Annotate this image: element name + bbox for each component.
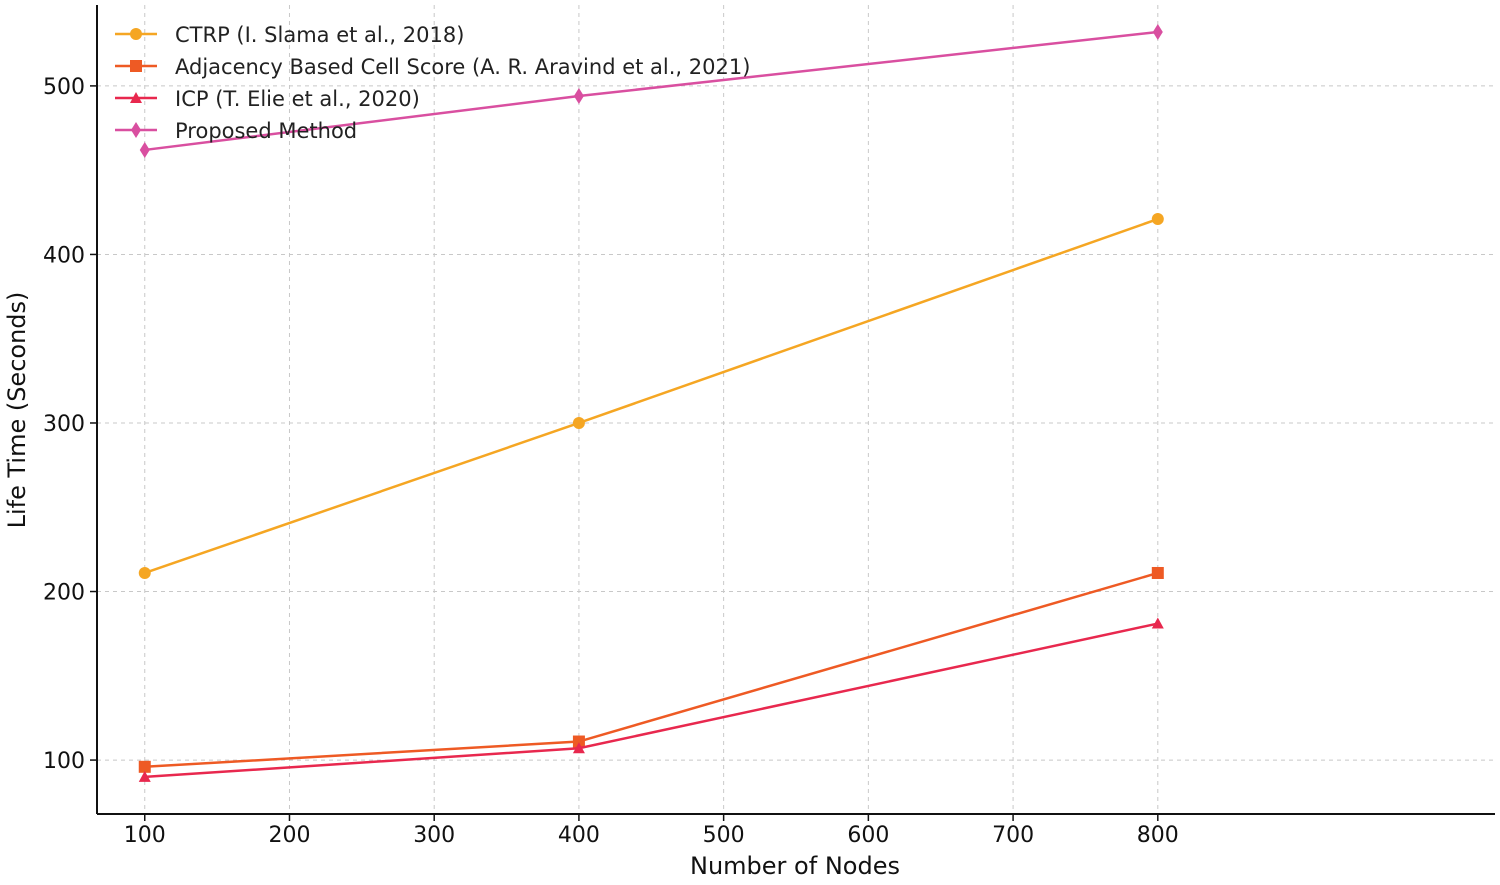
axes (96, 5, 1495, 815)
legend-marker-triangle (130, 92, 142, 103)
data-point-square (1151, 566, 1164, 579)
x-tick-label: 600 (847, 823, 889, 848)
y-tick-label: 500 (43, 75, 85, 100)
x-tick-label: 300 (413, 823, 455, 848)
legend-marker-circle (130, 28, 142, 40)
y-tick-label: 300 (43, 412, 85, 437)
series-group (138, 213, 1164, 579)
legend-label: Proposed Method (175, 119, 357, 143)
legend-label: CTRP (I. Slama et al., 2018) (175, 23, 464, 47)
legend-entry: ICP (T. Elie et al., 2020) (115, 87, 420, 111)
legend-label: ICP (T. Elie et al., 2020) (175, 87, 420, 111)
legend: CTRP (I. Slama et al., 2018) Adjacency Ba… (115, 23, 750, 143)
legend-label: Adjacency Based Cell Score (A. R. Aravin… (175, 55, 750, 79)
data-point-circle (138, 566, 151, 579)
legend-entry: Adjacency Based Cell Score (A. R. Aravin… (115, 55, 750, 79)
x-tick-label: 400 (558, 823, 600, 848)
data-point-triangle (138, 770, 151, 782)
data-point-diamond (139, 141, 150, 158)
grid (97, 5, 1495, 814)
y-tick-label: 100 (43, 749, 85, 774)
data-point-triangle (1151, 617, 1164, 629)
series-group (138, 617, 1164, 782)
series-line (144, 622, 1159, 779)
x-tick-label: 800 (1137, 823, 1179, 848)
data-point-diamond (1152, 23, 1163, 40)
legend-marker-diamond (131, 122, 141, 138)
data-point-circle (572, 416, 585, 429)
x-tick-label: 700 (992, 823, 1034, 848)
series-group (139, 23, 1163, 158)
series-line (144, 217, 1159, 575)
x-tick-label: 500 (703, 823, 745, 848)
series (138, 23, 1164, 782)
x-tick-label: 200 (268, 823, 310, 848)
legend-marker-square (130, 60, 142, 72)
y-tick-label: 400 (43, 243, 85, 268)
y-axis-label: Life Time (Seconds) (3, 292, 31, 529)
series-group (138, 566, 1164, 773)
series-line (144, 571, 1159, 769)
ticks: 100 200 300 400 500 600 700 800 100 200 300 400 500 (43, 75, 1179, 848)
data-point-square (138, 760, 151, 773)
y-tick-label: 200 (43, 581, 85, 606)
data-point-triangle (572, 742, 585, 754)
legend-entry: CTRP (I. Slama et al., 2018) (115, 23, 464, 47)
x-axis-label: Number of Nodes (690, 852, 900, 880)
data-point-diamond (573, 88, 584, 105)
legend-entry: Proposed Method (115, 119, 357, 143)
data-point-circle (1151, 213, 1164, 226)
data-point-square (572, 735, 585, 748)
x-tick-label: 100 (124, 823, 166, 848)
